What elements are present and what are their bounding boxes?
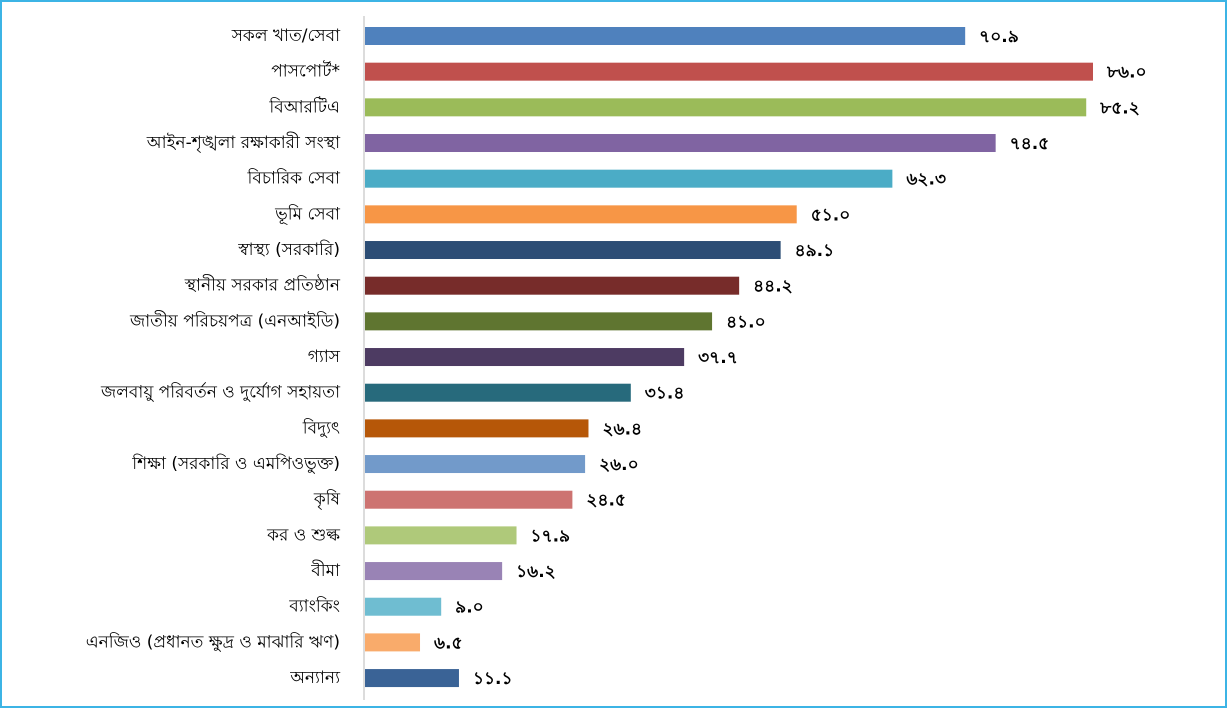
value-label: ২৬.০ (599, 455, 639, 475)
bar (365, 241, 781, 260)
category-label: বিচারিক সেবা (247, 168, 342, 189)
value-label: ৪৯.১ (795, 241, 835, 261)
bar (365, 27, 966, 45)
value-label: ৮৫.২ (1099, 98, 1140, 118)
value-label: ৭০.৯ (979, 27, 1019, 47)
category-label: পাসপোর্ট* (271, 61, 340, 82)
category-label: কৃষি (313, 489, 341, 510)
bar (365, 98, 1087, 117)
bar (365, 169, 893, 188)
bar (365, 205, 797, 224)
value-label: ৮৬.০ (1106, 63, 1147, 83)
bar (365, 597, 442, 616)
value-label: ১১.১ (473, 669, 513, 689)
value-label: ৩১.৪ (645, 384, 685, 404)
category-label: বীমা (310, 560, 341, 581)
value-label: ৬.৫ (434, 633, 463, 653)
value-label: ৪১.০ (726, 312, 766, 332)
category-label: স্থানীয় সরকার প্রতিষ্ঠান (184, 275, 341, 296)
category-label: অন্যান্য (289, 668, 341, 688)
category-label: আইন-শৃঙ্খলা রক্ষাকারী সংস্থা (146, 132, 341, 153)
bar (365, 134, 996, 153)
bar (365, 312, 713, 331)
value-label: ১৭.৯ (531, 526, 571, 546)
value-label: ৩৭.৭ (698, 348, 738, 368)
bar (365, 383, 631, 402)
category-label: এনজিও (প্রধানত ক্ষুদ্র ও মাঝারি ঋণ) (86, 631, 340, 652)
bar (365, 276, 740, 295)
value-label: ৯.০ (455, 598, 484, 618)
bar (365, 669, 459, 688)
category-label: কর ও শুল্ক (266, 525, 340, 545)
bar (365, 455, 586, 474)
category-label: বিআরটিএ (268, 96, 340, 117)
category-label: জলবায়ু পরিবর্তন ও দুর্যোগ সহায়তা (100, 382, 341, 403)
value-label: ৭৪.৫ (1010, 134, 1050, 154)
bar (365, 526, 517, 545)
value-label: ১৬.২ (516, 562, 556, 582)
bar (365, 633, 421, 652)
category-label: গ্যাস (308, 347, 341, 367)
value-label: ৪৪.২ (753, 277, 793, 297)
value-label: ২৬.৪ (602, 419, 642, 439)
bar (365, 62, 1093, 81)
category-label: শিক্ষা (সরকারি ও এমপিওভুক্ত) (131, 453, 340, 474)
bar (365, 419, 589, 438)
value-label: ৫১.০ (811, 205, 851, 225)
category-label: স্বাস্থ্য (সরকারি) (237, 239, 340, 260)
category-label: জাতীয় পরিচয়পত্র (এনআইডি) (129, 310, 340, 331)
value-label: ৬২.৩ (906, 170, 946, 190)
category-label: ভূমি সেবা (274, 203, 341, 224)
category-label: বিদ্যুৎ (302, 417, 340, 438)
value-label: ২৪.৫ (586, 491, 626, 511)
category-label: ব্যাংকিং (288, 596, 340, 617)
bar (365, 348, 685, 367)
bar (365, 490, 573, 509)
bar (365, 562, 503, 581)
category-label: সকল খাত/সেবা (231, 26, 341, 46)
